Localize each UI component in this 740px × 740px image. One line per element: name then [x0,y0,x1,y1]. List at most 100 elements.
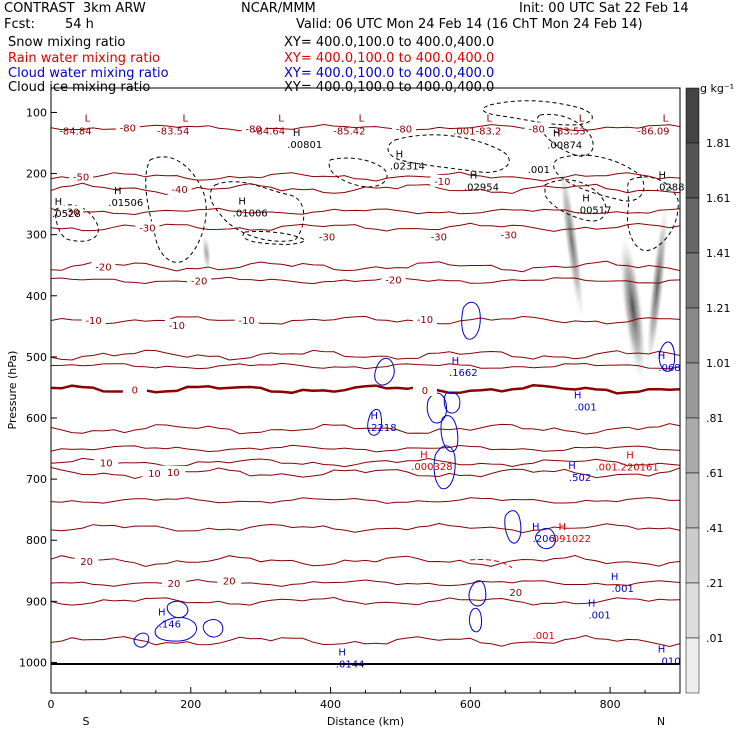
colorbar-swatch [685,472,700,529]
snow-max-value: .0288 [656,183,685,194]
low-value: -83.54 [157,127,189,138]
colorbar-swatch [685,637,700,694]
field-xy-snow: XY= 400.0,100.0 to 400.0,400.0 [284,35,495,50]
y-tick-label: 1000 [19,656,47,669]
contour-label-bg [69,170,94,183]
cloud-water-contour [443,391,461,414]
cloud-water-contour [433,445,456,490]
contour-label-bg [217,574,242,587]
temperature-contour [51,315,680,325]
cloud-water-contour [461,301,481,340]
cloud-water-max-value: .2218 [368,423,397,434]
snow-max-value: .00517 [577,205,612,216]
cloud-water-max-marker: H [588,599,596,610]
cloud-water-contour [426,392,448,424]
temperature-contour-label: 20 [168,579,181,590]
org-label: NCAR/MMM [241,1,316,16]
temperature-contour [51,554,680,568]
low-value: -86.09 [637,127,669,138]
colorbar-swatch [685,527,700,584]
contour-label-bg [59,205,84,218]
contour-label-bg [115,121,140,134]
snow-max-value: .0528 [52,209,81,220]
snow-max-marker: H [658,171,666,182]
low-marker: L [183,114,189,125]
snow-max-marker: H [396,149,404,160]
field-name-snow: Snow mixing ratio [8,35,126,50]
temperature-contour [51,207,680,216]
snow-contour [626,176,679,252]
temperature-contour [51,260,680,273]
cloud-water-contour [658,341,676,372]
x-tick-label: 0 [48,698,55,711]
contour-label-bg [187,274,212,287]
temperature-contour-label: -20 [191,277,207,288]
cloud-water-max-value: .001 [575,403,597,414]
temperature-contour-label: -10 [434,177,450,188]
snow-contour [387,134,510,173]
snow-max-marker: H [55,197,63,208]
temperature-contour-label: -80 [529,124,545,135]
temperature-contour-label: -80 [246,124,262,135]
cloud-water-contour [166,600,189,619]
cloud-water-max-marker: H [452,356,460,367]
contour-label-bg [241,122,266,135]
snow-max-value: .01506 [108,198,143,209]
snow-max-value: .01006 [233,208,268,219]
contour-label-bg [412,313,437,325]
colorbar-unit: g kg⁻¹ [700,82,734,95]
temperature-contour-label: 20 [223,577,236,588]
snow-contour [544,179,607,222]
low-marker: L [579,114,585,125]
rain-max-marker: H [420,450,428,461]
rain-max-marker: H [559,522,567,533]
low-value: -85.42 [333,127,365,138]
rain-max-value: .220161 [617,463,658,474]
snow-max-marker: H [293,128,301,139]
rain-contour [469,559,513,569]
snow-contour [242,231,306,245]
snow-max-value: .02314 [390,161,425,172]
contour-label-bg [426,230,451,243]
field-name-rain: Rain water mixing ratio [8,51,161,66]
colorbar-label: 1.81 [706,137,731,150]
temperature-contour-label: -30 [63,207,79,218]
colorbar-label: .01 [706,632,724,645]
cloud-water-max-value: .001 [612,584,634,595]
colorbar-swatch [685,87,700,144]
contour-label-bg [81,314,106,327]
snow-contour [553,154,645,202]
snow-contour [328,157,388,188]
cloud-water-max-marker: H [574,391,582,402]
contour-label-bg [142,467,167,479]
contour-label-bg [74,555,99,567]
snow-max-marker: H [238,196,246,207]
temperature-contour [51,596,680,606]
rain-contour [735,560,740,690]
temperature-contour-label: -10 [169,321,185,332]
colorbar-swatch [685,582,700,639]
cloud-water-max-marker: H [658,644,666,655]
contour-label-bg [381,273,406,286]
fcst-label: Fcst: [4,17,35,32]
temperature-contour [51,123,680,132]
colorbar-label: .41 [706,522,724,535]
x-tick-label: 400 [320,698,341,711]
low-value: -83.53 [553,127,585,138]
rain-contour-label: .001 [533,631,555,642]
low-value: -84.64 [253,127,285,138]
cloud-water-max-marker: H [532,522,540,533]
temperature-contour-label: 10 [148,469,161,480]
colorbar-swatch [685,362,700,419]
y-tick-label: 500 [26,351,47,364]
contour-label-bg [161,465,186,478]
cloud-water-max-value: .010 [658,656,680,667]
temperature-contour [51,171,680,182]
temperature-contour [51,362,680,370]
y-tick-label: 300 [26,229,47,242]
snow-max-value: .02954 [464,183,499,194]
temperature-contour-label: -30 [319,233,335,244]
temperature-contour-label: 20 [509,588,522,599]
snow-max-value: .00874 [547,141,582,152]
temperature-contour-label: -50 [73,173,89,184]
